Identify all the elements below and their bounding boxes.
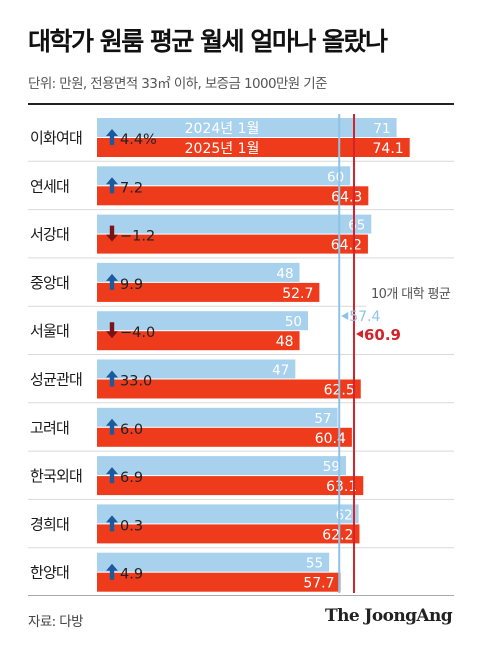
- value-label-2025: 62.2: [322, 527, 353, 543]
- bar-2024: [97, 359, 296, 379]
- up-arrow-icon: [106, 563, 118, 580]
- value-label-2024: 57: [314, 411, 331, 427]
- bar-2024: [97, 118, 397, 137]
- bottom-rule: [28, 595, 454, 596]
- bar-2024: [97, 407, 338, 427]
- value-label-2025: 52.7: [282, 286, 313, 302]
- change-label: −1.2: [120, 229, 155, 245]
- bar-2025: [97, 234, 368, 254]
- source-note: 자료: 다방: [28, 614, 84, 630]
- change-label: 33.0: [120, 374, 152, 390]
- bar-2024: [97, 262, 300, 282]
- value-label-2025: 48: [276, 334, 294, 350]
- average-2024-pointer-icon: [341, 312, 349, 320]
- category-label: 고려대: [30, 419, 69, 437]
- up-arrow-icon: [106, 177, 118, 194]
- change-label: 9.9: [120, 277, 143, 293]
- value-label-2025: 63.1: [326, 479, 357, 495]
- average-2025-pointer-icon: [355, 330, 363, 338]
- bar-2025: [97, 572, 341, 592]
- chart-title: 대학가 원룸 평균 월세 얼마나 올랐나: [28, 27, 388, 56]
- down-arrow-icon: [106, 225, 118, 242]
- change-label: 4.9: [120, 567, 143, 583]
- down-arrow-icon: [106, 322, 118, 339]
- bar-2024: [97, 552, 330, 572]
- up-arrow-icon: [106, 467, 118, 484]
- category-label: 연세대: [30, 177, 69, 195]
- value-label-2024: 55: [306, 556, 323, 572]
- change-label: −4.0: [120, 325, 155, 341]
- change-label: 6.0: [120, 422, 143, 438]
- bar-2024: [97, 166, 351, 186]
- chart-subtitle: 단위: 만원, 전용면적 33㎡ 이하, 보증금 1000만원 기준: [28, 76, 328, 92]
- average-title: 10개 대학 평균: [371, 287, 451, 302]
- category-label: 성균관대: [30, 371, 82, 389]
- change-label: 7.2: [120, 180, 143, 196]
- value-label-2025: 74.1: [373, 141, 404, 157]
- bar-2025: [97, 379, 361, 399]
- bar-2024: [97, 214, 372, 234]
- category-label: 서강대: [30, 226, 69, 244]
- value-label-2025: 64.3: [331, 189, 362, 205]
- bar-2025: [97, 331, 300, 351]
- value-label-2025: 57.7: [303, 576, 334, 592]
- up-arrow-icon: [106, 129, 118, 145]
- legend-2025: 2025년 1월: [185, 141, 260, 157]
- value-label-2025: 64.2: [331, 238, 362, 254]
- average-2024-label: 57.4: [349, 309, 380, 325]
- category-label: 이화여대: [30, 129, 82, 147]
- change-label: 0.3: [120, 518, 143, 534]
- legend-2024: 2024년 1월: [185, 121, 260, 137]
- bar-2024: [97, 504, 359, 524]
- up-arrow-icon: [106, 418, 118, 435]
- bar-2025: [97, 476, 364, 496]
- category-label: 한국외대: [30, 467, 82, 485]
- bar-2025: [97, 282, 320, 302]
- average-2025-label: 60.9: [364, 326, 401, 344]
- up-arrow-icon: [106, 273, 118, 290]
- category-label: 서울대: [30, 322, 69, 340]
- value-label-2024: 62: [335, 507, 352, 523]
- top-rule: [28, 103, 454, 105]
- value-label-2024: 65: [348, 218, 365, 234]
- category-label: 경희대: [30, 515, 69, 533]
- value-label-2024: 47: [272, 363, 289, 379]
- category-label: 한양대: [30, 564, 69, 582]
- value-label-2024: 60: [327, 169, 344, 185]
- bar-2025: [97, 427, 352, 447]
- up-arrow-icon: [106, 515, 118, 532]
- bar-2025: [97, 186, 369, 206]
- value-label-2025: 60.4: [315, 431, 346, 447]
- brand-logo: The JoongAng: [325, 606, 453, 626]
- value-label-2024: 71: [373, 121, 390, 137]
- bar-2025: [97, 524, 360, 544]
- bar-2024: [97, 311, 308, 331]
- bar-2024: [97, 456, 346, 476]
- value-label-2024: 50: [285, 314, 302, 330]
- change-label: 6.9: [120, 470, 143, 486]
- category-label: 중앙대: [30, 274, 69, 292]
- up-arrow-icon: [106, 370, 118, 387]
- bar-2025: [97, 138, 410, 157]
- change-label: 4.4%: [120, 132, 157, 148]
- average-label-background: [366, 283, 458, 345]
- value-label-2024: 48: [276, 266, 293, 282]
- value-label-2024: 59: [323, 459, 340, 475]
